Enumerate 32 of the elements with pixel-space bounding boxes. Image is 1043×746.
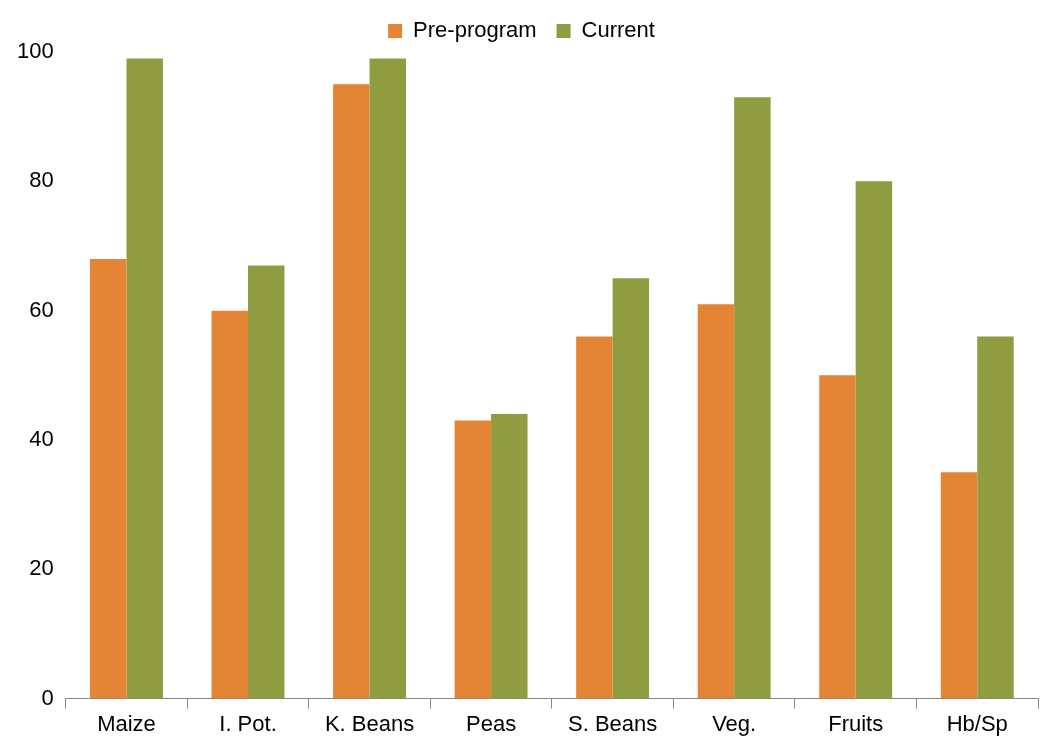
- bar: [612, 278, 650, 699]
- y-tick-label: 20: [29, 555, 54, 581]
- x-tick-label: Hb/Sp: [946, 710, 1008, 736]
- legend-label: Pre-program: [413, 17, 537, 43]
- bar: [369, 58, 407, 699]
- bar: [977, 336, 1014, 699]
- legend-label: Current: [581, 17, 655, 43]
- x-tick-label: Maize: [97, 710, 156, 736]
- bar: [819, 375, 856, 699]
- bar: [855, 181, 893, 699]
- x-tick-label: S. Beans: [567, 710, 658, 736]
- bar: [491, 414, 528, 699]
- bar: [211, 310, 249, 699]
- x-tick-label: Veg.: [712, 710, 757, 736]
- y-tick-label: 60: [29, 296, 54, 322]
- x-tick-label: Peas: [466, 710, 517, 736]
- x-tick-label: I. Pot.: [219, 710, 277, 736]
- bar: [576, 336, 613, 699]
- bar: [90, 258, 127, 699]
- y-tick-label: 0: [41, 684, 54, 710]
- y-tick-label: 40: [29, 426, 54, 452]
- bar: [248, 265, 285, 699]
- bar: [126, 58, 163, 699]
- bar: [333, 84, 370, 699]
- y-tick-label: 100: [16, 38, 54, 64]
- bar: [454, 420, 492, 699]
- y-tick-label: 80: [29, 167, 54, 193]
- x-tick-label: Fruits: [828, 710, 884, 736]
- bar: [940, 472, 978, 699]
- x-tick-label: K. Beans: [324, 710, 415, 736]
- bar: [734, 97, 771, 699]
- bar: [697, 304, 735, 699]
